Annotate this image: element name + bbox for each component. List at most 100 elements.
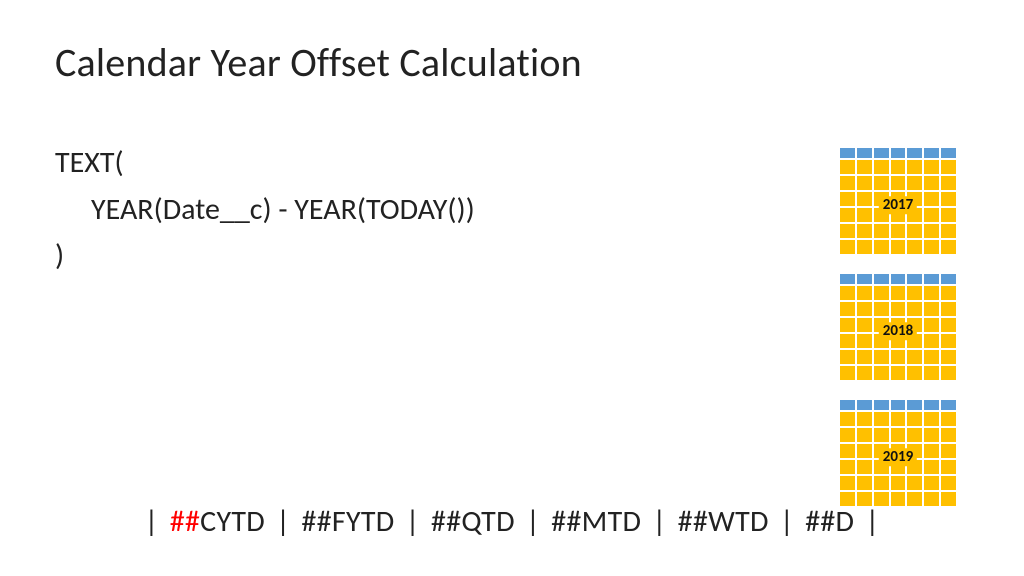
calendar-header-cell: [907, 274, 922, 284]
calendar-body-cell: [857, 208, 872, 222]
calendar-body-grid: 2019: [840, 412, 956, 506]
footer-token: ##QTD: [431, 503, 515, 540]
calendar-header-cell: [941, 400, 956, 410]
calendar-body-cell: [857, 334, 872, 348]
calendar-body-cell: [941, 334, 956, 348]
calendar-header-cell: [907, 400, 922, 410]
calendar-body-cell: [891, 412, 906, 426]
footer-token-label: MTD: [582, 503, 642, 540]
calendar-body-cell: [924, 208, 939, 222]
calendar-body-cell: [907, 224, 922, 238]
footer-token-label: QTD: [461, 503, 514, 540]
calendar-body-cell: [840, 224, 855, 238]
calendar-icon: 2017: [840, 148, 956, 254]
footer-separator: |: [140, 503, 162, 540]
calendar-body-cell: [840, 444, 855, 458]
footer-token-prefix: ##: [301, 503, 331, 540]
calendar-body-cell: [874, 286, 889, 300]
calendar-header-cell: [840, 148, 855, 158]
calendar-header-cell: [840, 274, 855, 284]
calendar-header-cell: [874, 274, 889, 284]
calendar-body-cell: [891, 366, 906, 380]
calendar-body-cell: [941, 350, 956, 364]
formula-line-2: YEAR(Date__c) - YEAR(TODAY()): [55, 187, 475, 234]
calendar-body-cell: [857, 302, 872, 316]
calendar-body-cell: [907, 428, 922, 442]
calendar-body-cell: [924, 444, 939, 458]
footer-token: ##CYTD: [170, 503, 265, 540]
footer-separator: |: [522, 503, 544, 540]
calendar-body-cell: [941, 208, 956, 222]
calendar-header-cell: [874, 148, 889, 158]
calendar-body-cell: [891, 160, 906, 174]
calendar-body-cell: [891, 240, 906, 254]
calendar-body-cell: [874, 350, 889, 364]
calendar-body-cell: [840, 192, 855, 206]
formula-line-3: ): [55, 233, 475, 280]
footer-token-label: WTD: [708, 503, 769, 540]
calendar-body-cell: [941, 476, 956, 490]
formula-block: TEXT( YEAR(Date__c) - YEAR(TODAY()) ): [55, 140, 475, 280]
calendar-header-cell: [857, 400, 872, 410]
footer-token: ##WTD: [678, 503, 769, 540]
calendar-body-cell: [924, 412, 939, 426]
calendar-year-label: 2018: [879, 322, 917, 340]
calendar-header-cell: [857, 148, 872, 158]
calendar-body-cell: [924, 428, 939, 442]
calendar-header-cell: [924, 400, 939, 410]
calendar-body-cell: [941, 412, 956, 426]
calendar-body-cell: [840, 160, 855, 174]
calendar-header-cell: [891, 274, 906, 284]
calendar-header-row: [840, 274, 956, 284]
calendar-body-cell: [941, 318, 956, 332]
calendar-body-cell: [924, 318, 939, 332]
calendar-body-cell: [874, 476, 889, 490]
calendar-body-cell: [941, 224, 956, 238]
calendar-body-cell: [924, 366, 939, 380]
calendar-body-cell: [891, 176, 906, 190]
calendar-body-cell: [857, 176, 872, 190]
calendar-body-cell: [924, 302, 939, 316]
footer-separator: |: [402, 503, 424, 540]
calendar-body-cell: [857, 318, 872, 332]
calendar-body-cell: [857, 160, 872, 174]
calendar-body-cell: [891, 350, 906, 364]
page-title: Calendar Year Offset Calculation: [55, 38, 582, 87]
calendar-body-cell: [840, 350, 855, 364]
footer-token-prefix: ##: [805, 503, 835, 540]
calendar-icon: 2019: [840, 400, 956, 506]
calendar-body-cell: [907, 176, 922, 190]
calendar-body-cell: [924, 286, 939, 300]
calendar-body-cell: [857, 240, 872, 254]
calendar-body-cell: [941, 460, 956, 474]
calendar-body-cell: [857, 286, 872, 300]
calendar-header-cell: [924, 274, 939, 284]
calendar-body-cell: [857, 350, 872, 364]
calendar-header-cell: [907, 148, 922, 158]
calendar-year-label: 2019: [879, 448, 917, 466]
footer-token-prefix: ##: [170, 503, 200, 540]
footer-separator: |: [272, 503, 294, 540]
calendar-body-cell: [840, 208, 855, 222]
formula-line-2-text: YEAR(Date__c) - YEAR(TODAY()): [55, 187, 475, 234]
calendar-body-cell: [840, 476, 855, 490]
calendar-body-cell: [907, 240, 922, 254]
calendar-body-cell: [840, 286, 855, 300]
calendar-body-cell: [924, 192, 939, 206]
calendar-header-cell: [874, 400, 889, 410]
footer-separator: |: [648, 503, 670, 540]
calendar-header-cell: [924, 148, 939, 158]
footer-token: ##D: [805, 503, 854, 540]
calendar-column: 2017 2018 2019: [840, 148, 956, 506]
calendar-body-cell: [924, 176, 939, 190]
calendar-body-cell: [941, 444, 956, 458]
calendar-body-cell: [941, 428, 956, 442]
calendar-body-cell: [941, 192, 956, 206]
calendar-body-cell: [857, 428, 872, 442]
footer-token: ##FYTD: [301, 503, 394, 540]
calendar-body-cell: [907, 302, 922, 316]
calendar-body-cell: [907, 350, 922, 364]
footer-token-label: CYTD: [200, 503, 265, 540]
footer-token-prefix: ##: [431, 503, 461, 540]
footer-token: ##MTD: [551, 503, 641, 540]
